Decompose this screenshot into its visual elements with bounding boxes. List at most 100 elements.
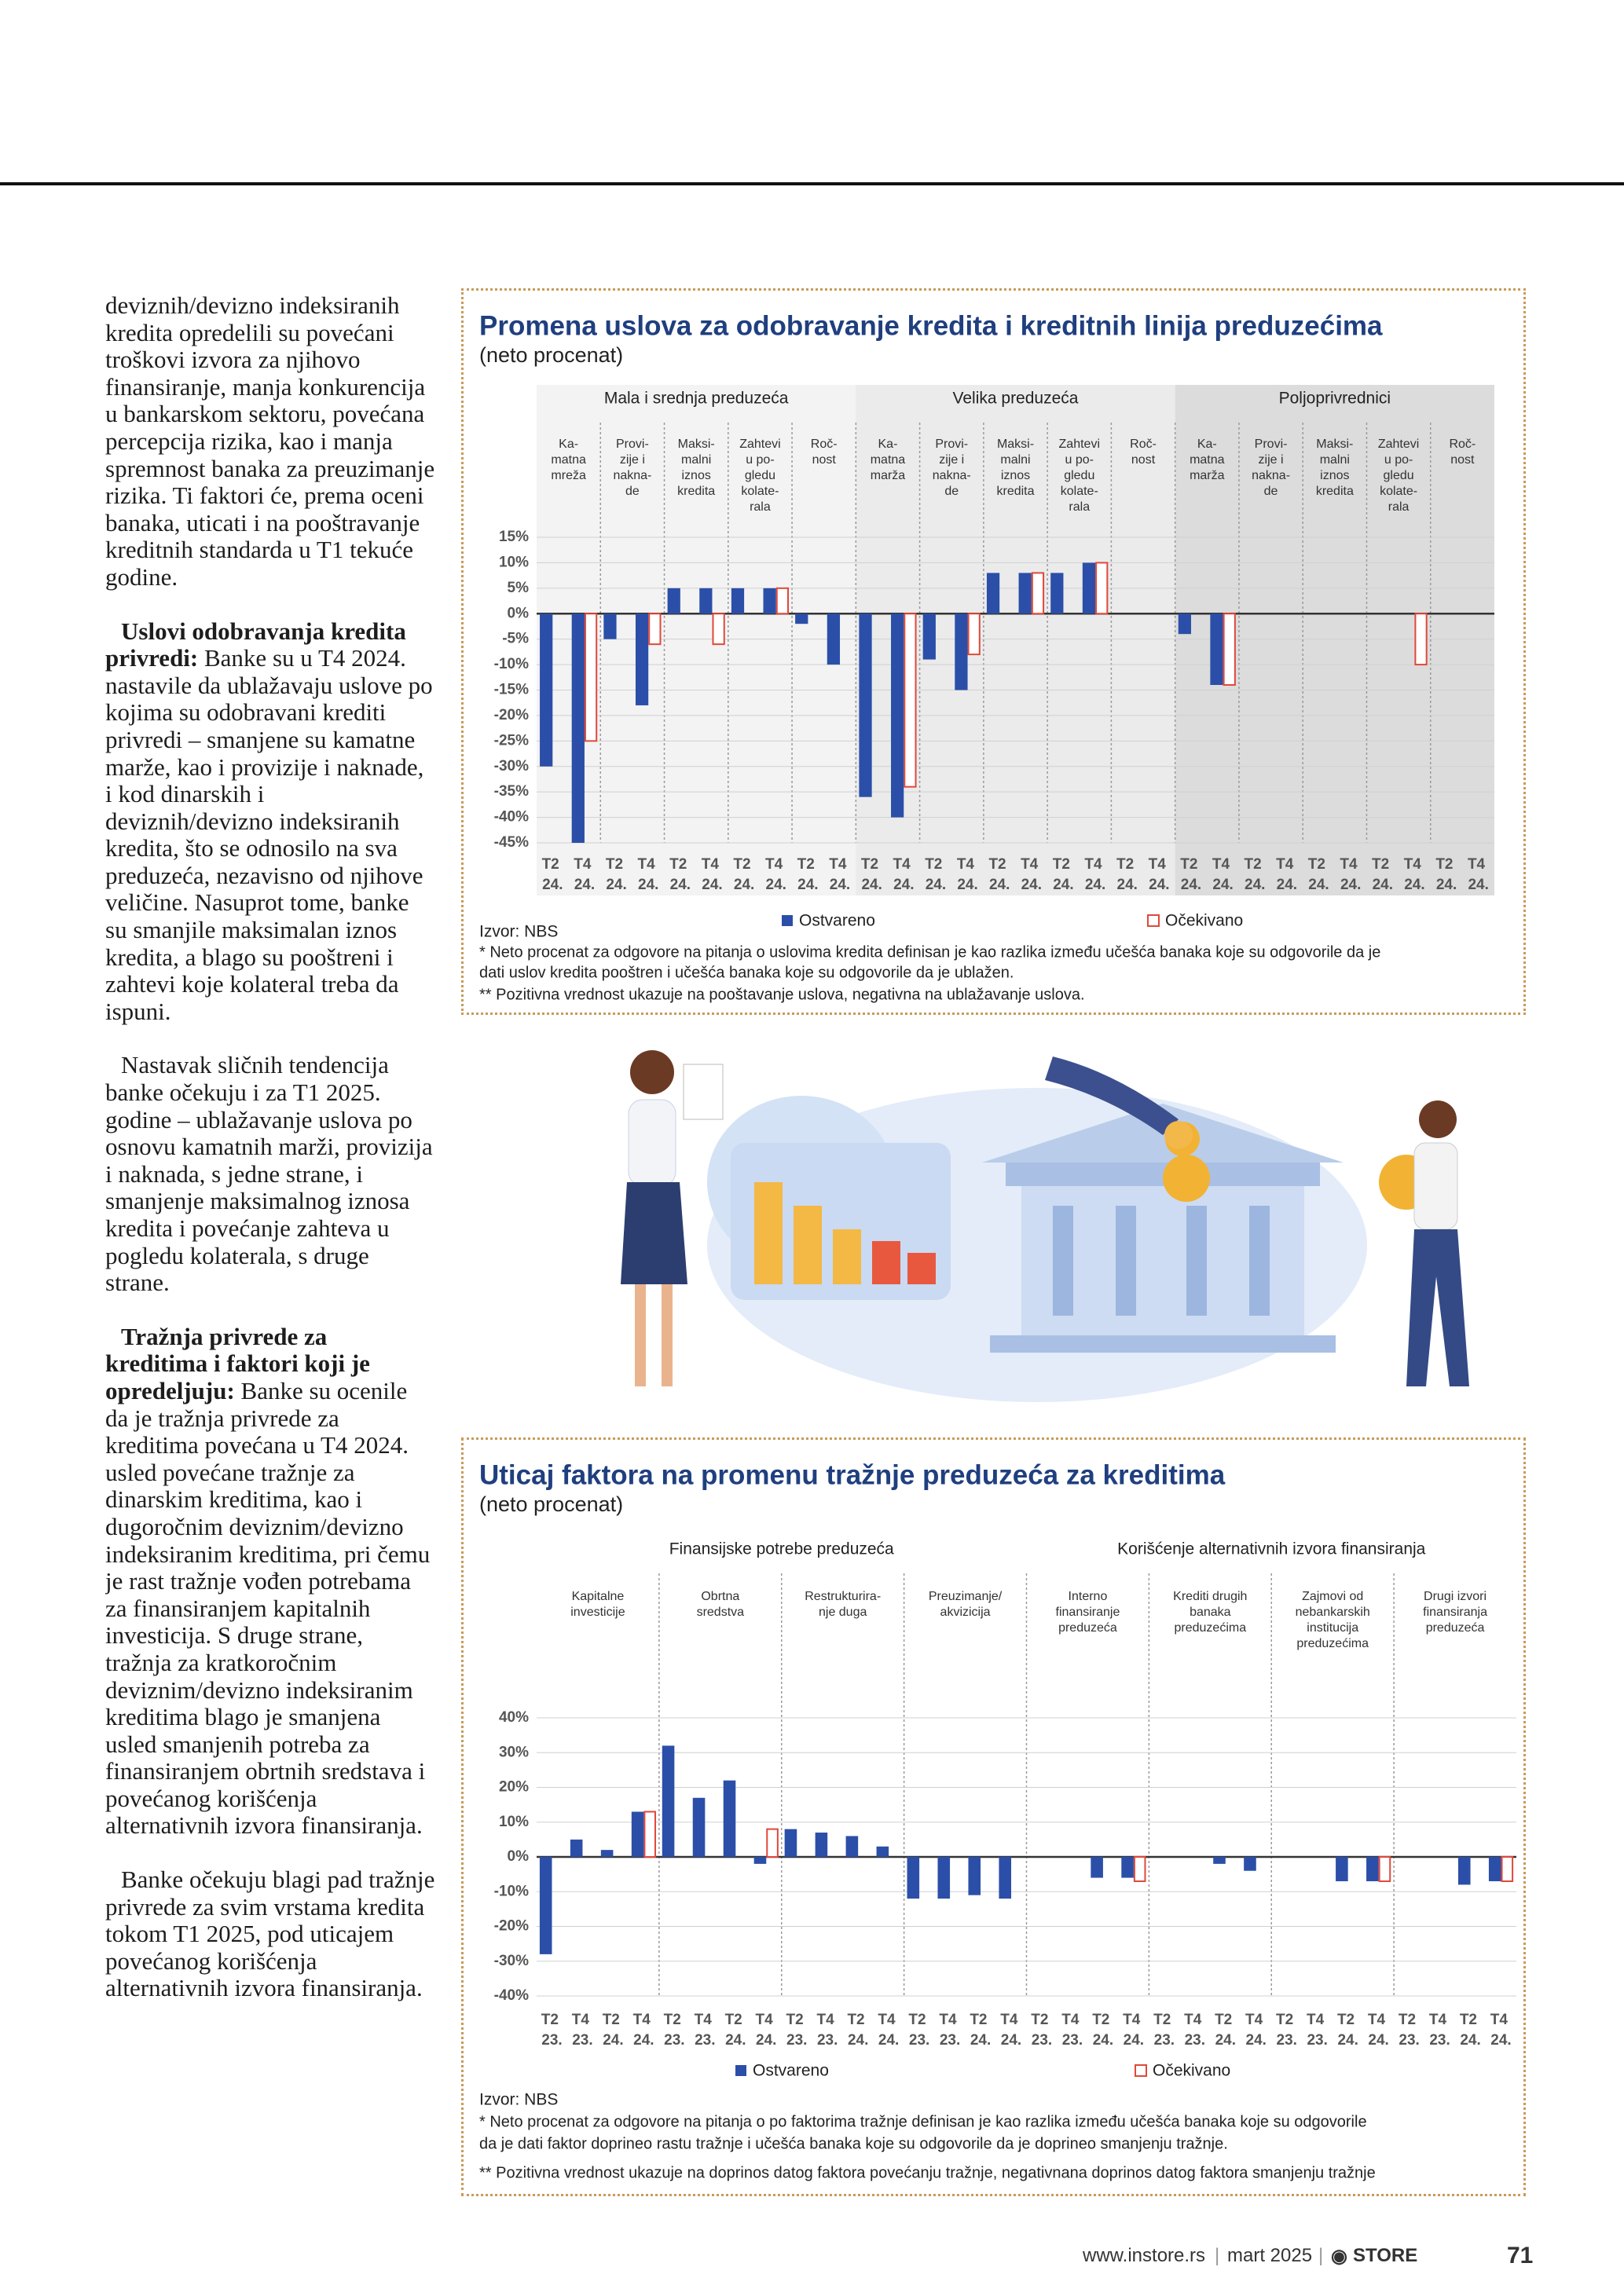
x-tick-label: T2 24.	[1435, 856, 1457, 893]
bar	[662, 1745, 675, 1857]
factor-label: Krediti drugih	[1173, 1590, 1247, 1603]
x-tick-label: T4 24.	[1468, 856, 1489, 893]
factor-label: de	[625, 485, 640, 498]
x-tick-label: T2 23.	[541, 2012, 563, 2049]
x-tick-label: T4 24.	[637, 856, 658, 893]
factor-label: preduzeća	[1426, 1621, 1485, 1635]
bar	[766, 1828, 779, 1858]
bar	[763, 588, 776, 614]
page-number: 71	[1507, 2243, 1534, 2269]
factor-label: u po-	[1065, 453, 1094, 467]
bar	[648, 613, 662, 646]
paper	[683, 1064, 724, 1120]
factor-label: kolate-	[1380, 485, 1417, 498]
bar	[1018, 573, 1032, 614]
factor-label: nje duga	[819, 1606, 867, 1619]
bar	[731, 588, 745, 614]
building-frieze	[1006, 1163, 1320, 1186]
y-tick-label: -5%	[502, 631, 529, 647]
x-tick-label: T4 24.	[957, 856, 978, 893]
legend-label: Ostvareno	[753, 2062, 829, 2080]
y-tick-label: 20%	[499, 1779, 529, 1796]
factor-label: iznos	[681, 469, 710, 482]
paragraph-body: Banke očekuju blagi pad tražnje privrede…	[105, 1866, 435, 2002]
x-tick-label: T2 24.	[1372, 856, 1393, 893]
x-tick-label: T2 24.	[1245, 856, 1266, 893]
x-tick-label: T4 24.	[633, 2012, 654, 2049]
bar	[815, 1833, 828, 1857]
y-tick-label: -30%	[494, 758, 529, 774]
factor-label: Zajmovi od	[1302, 1590, 1363, 1603]
bar	[967, 613, 981, 656]
bar	[1457, 1857, 1471, 1885]
source: Izvor: NBS	[479, 2091, 558, 2109]
x-tick-label: T4 23.	[1184, 2012, 1205, 2049]
website: www.instore.rs	[1083, 2245, 1206, 2266]
factor-label: rala	[1069, 500, 1090, 514]
chart-subtitle: (neto procenat)	[479, 1492, 623, 1516]
bar	[986, 573, 1000, 614]
person-leg	[635, 1284, 646, 1386]
bar	[891, 613, 904, 818]
paragraph: Nastavak sličnih tendencija banke očekuj…	[105, 1052, 435, 1296]
factor-label: Zahtevi	[1059, 438, 1100, 451]
factor-label: Roč-	[1449, 438, 1476, 451]
note: dati uslov kredita pooštren i učešća ban…	[479, 964, 1014, 981]
x-tick-label: T4 23.	[1061, 2012, 1083, 2049]
x-tick-label: T4 23.	[695, 2012, 716, 2049]
y-tick-label: 10%	[499, 1814, 529, 1830]
bar	[1366, 1857, 1379, 1881]
factor-label: investicije	[570, 1606, 625, 1619]
x-tick-label: T4 24.	[1123, 2012, 1144, 2049]
factor-label: gledu	[745, 469, 775, 482]
x-tick-label: T4 24.	[1084, 856, 1105, 893]
bar	[603, 613, 617, 639]
factor-label: matna	[871, 453, 906, 467]
factor-label: nakna-	[613, 469, 651, 482]
x-tick-label: T4 24.	[765, 856, 786, 893]
x-tick-label: T4 24.	[1276, 856, 1297, 893]
factor-label: matna	[551, 453, 586, 467]
factor-label: preduzećima	[1296, 1637, 1369, 1650]
factor-label: Provi-	[935, 438, 968, 451]
factor-label: de	[1264, 485, 1278, 498]
x-tick-label: T2 24.	[603, 2012, 624, 2049]
paragraph-lead: Tražnja privrede za kreditima i faktori …	[105, 1322, 370, 1404]
bar	[922, 613, 936, 660]
bar	[1213, 1857, 1226, 1864]
paragraph: Uslovi odobravanja kredita privredi: Ban…	[105, 617, 435, 1026]
bar	[712, 613, 725, 646]
x-tick-label: T2 24.	[725, 2012, 746, 2049]
note: * Neto procenat za odgovore na pitanja o…	[479, 943, 1380, 961]
paragraph-body: Banke su u T4 2024. nastavile da ublažav…	[105, 644, 433, 1025]
bar	[643, 1811, 656, 1858]
note: ** Pozitivna vrednost ukazuje na pooštav…	[479, 986, 1085, 1003]
chart: Promena uslova za odobravanje kredita i …	[479, 310, 1494, 1003]
bar	[876, 1846, 889, 1857]
y-tick-label: -10%	[494, 1883, 529, 1899]
x-tick-label: T2 24.	[1053, 856, 1074, 893]
x-tick-label: T2 24.	[669, 856, 691, 893]
factor-label: rala	[750, 500, 771, 514]
factor-label: nakna-	[1252, 469, 1290, 482]
y-tick-label: -20%	[494, 707, 529, 723]
factor-label: marža	[1190, 469, 1225, 482]
factor-label: iznos	[1001, 469, 1030, 482]
bar	[784, 1829, 797, 1857]
x-tick-label: T4 24.	[1021, 856, 1042, 893]
chart-box: Uticaj faktora na promenu tražnje preduz…	[461, 1437, 1526, 2196]
y-tick-label: -25%	[494, 732, 529, 749]
x-tick-label: T2 23.	[1399, 2012, 1420, 2049]
factor-label: kolate-	[1061, 485, 1098, 498]
factor-label: Provi-	[616, 438, 649, 451]
steps	[990, 1335, 1336, 1353]
bar	[1414, 613, 1428, 666]
person-torso	[1413, 1142, 1458, 1230]
bar	[1082, 562, 1096, 614]
factor-label: Zahtevi	[739, 438, 780, 451]
x-tick-label: T4 24.	[829, 856, 850, 893]
bar	[1050, 573, 1064, 614]
factor-label: kredita	[1316, 485, 1354, 498]
factor-label: malni	[681, 453, 711, 467]
factor-label: Drugi izvori	[1424, 1590, 1487, 1603]
